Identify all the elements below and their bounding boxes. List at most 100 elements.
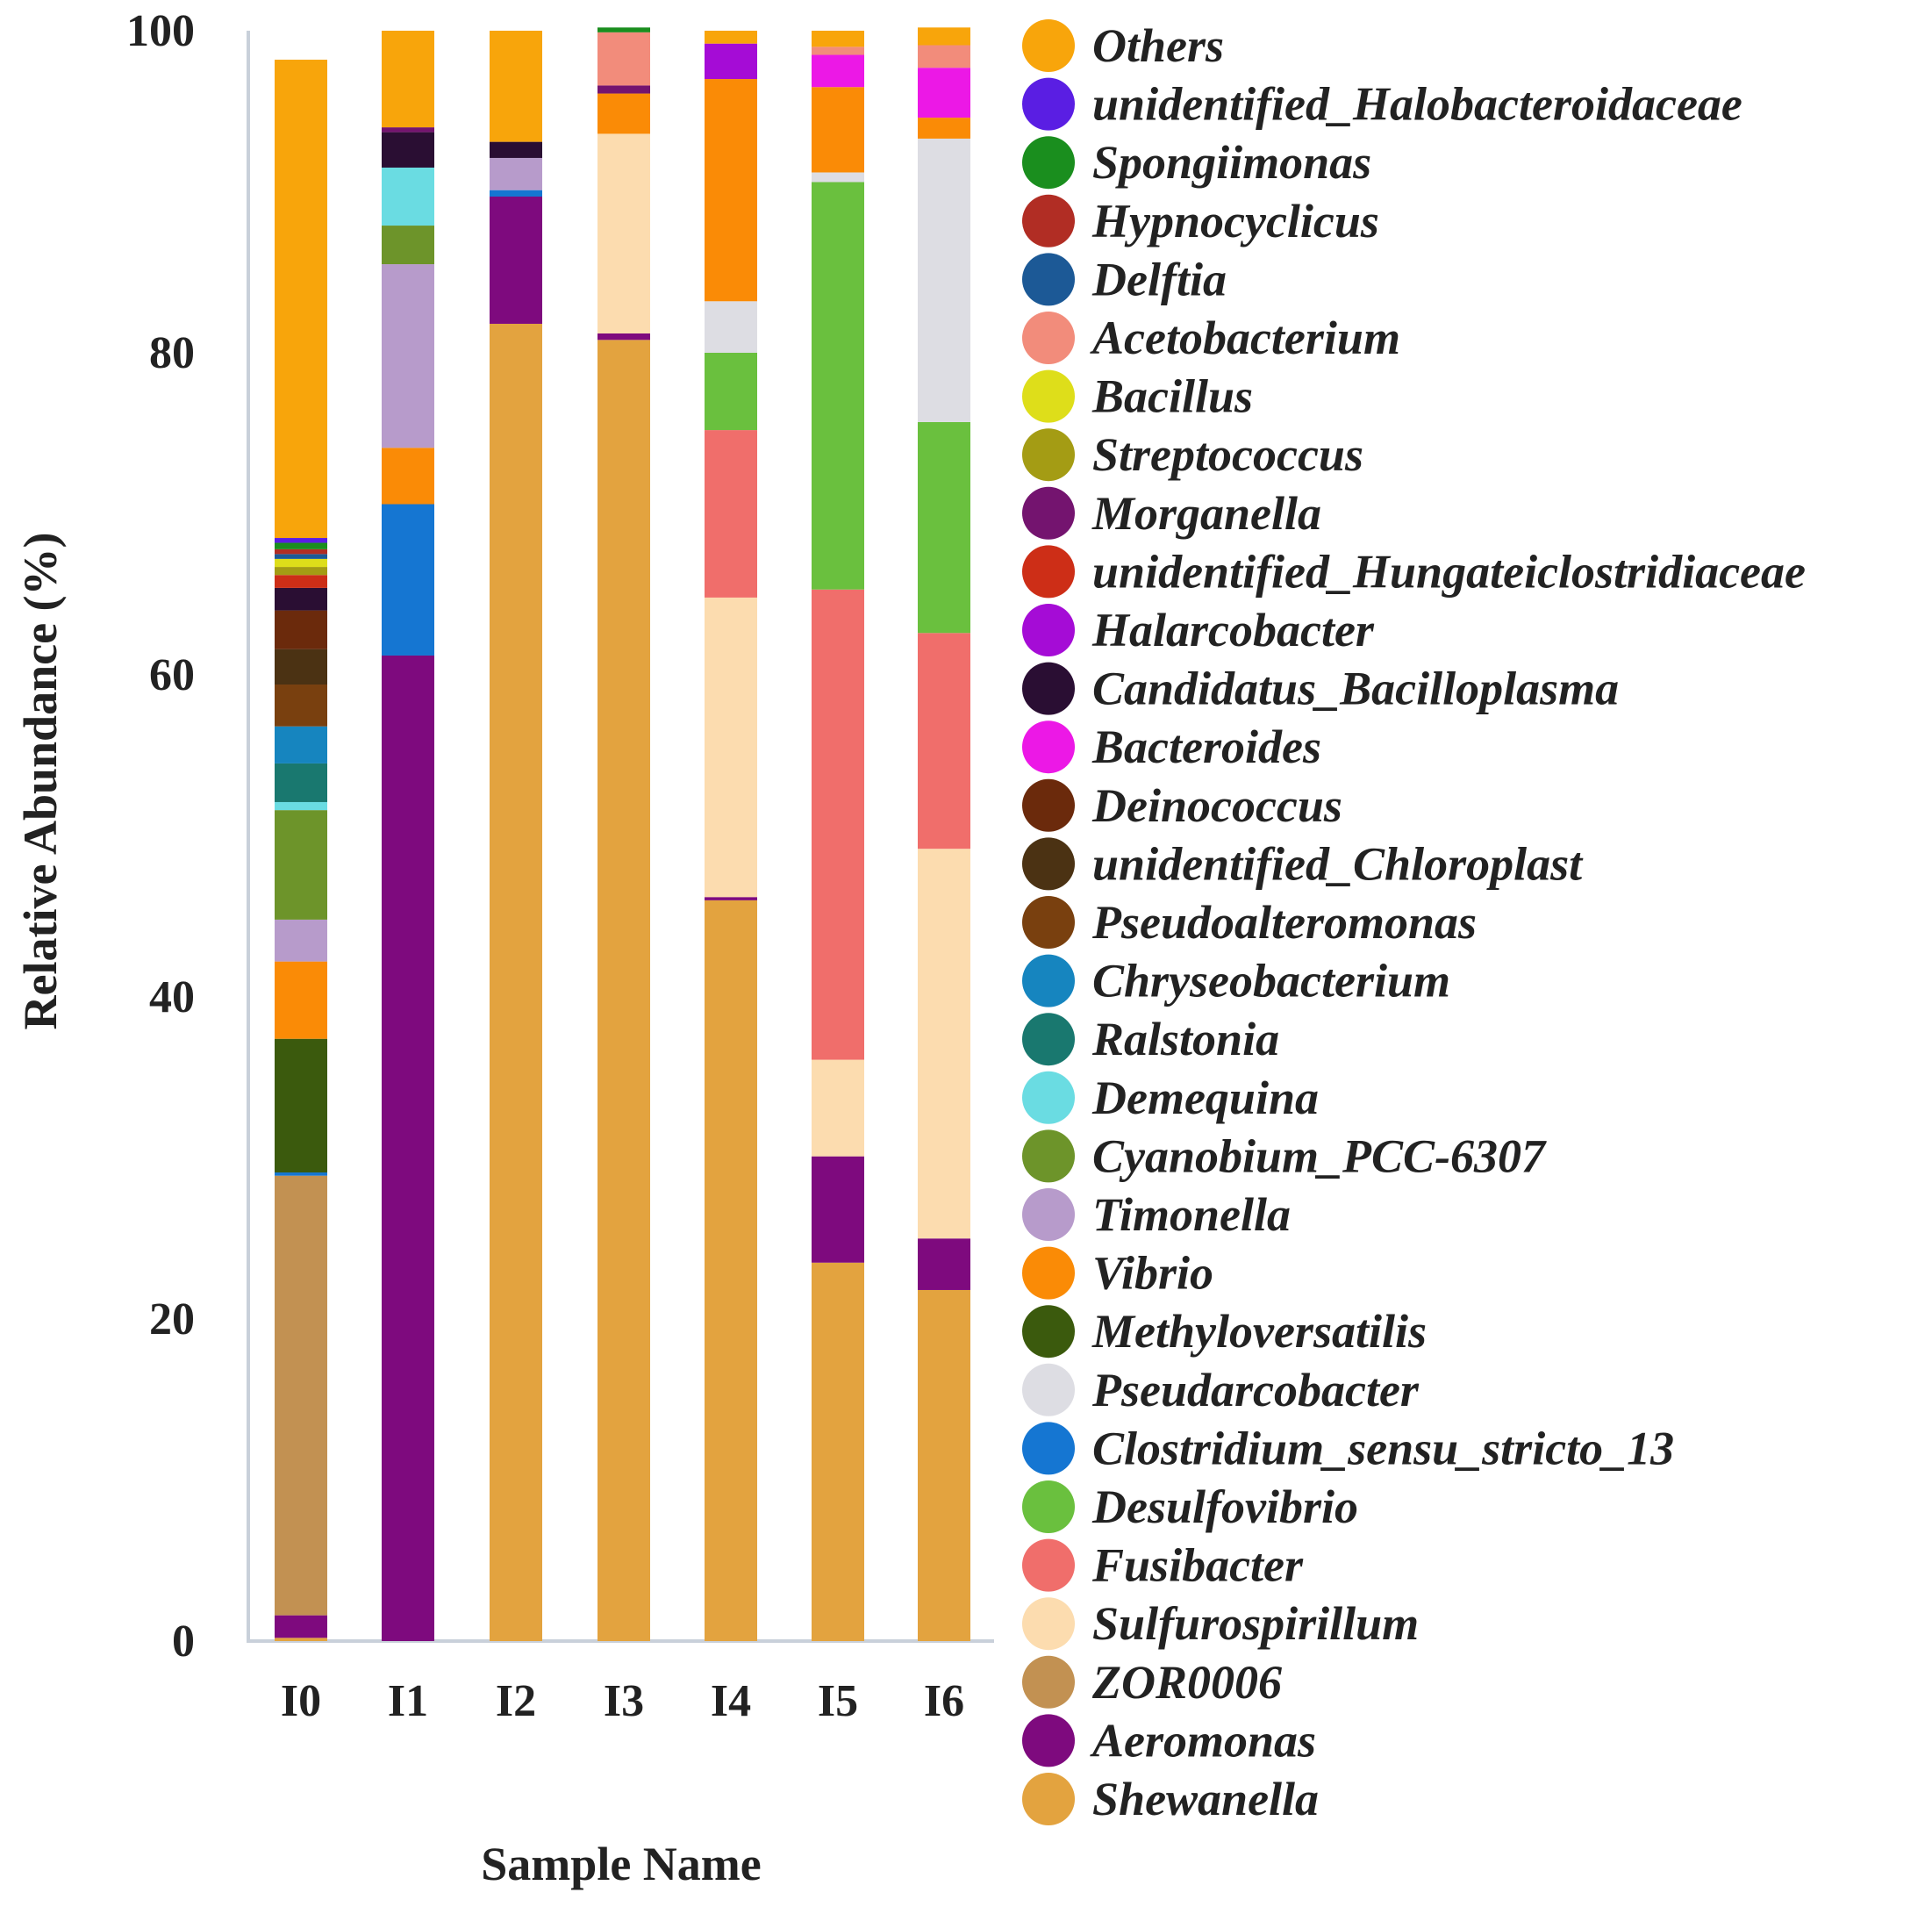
bar-segment-I3-acetobacterium [597, 32, 650, 86]
bar-segment-I1-others [382, 31, 434, 128]
bar-segment-I6-fusibacter [918, 633, 970, 849]
legend-swatch [1022, 1714, 1075, 1767]
bar-segment-I6-sulfurospirillum [918, 849, 970, 1239]
legend-swatch [1022, 312, 1075, 364]
bar-segment-I1-cyanobium-pcc-6307 [382, 226, 434, 265]
legend-swatch [1022, 1422, 1075, 1475]
legend-label: Demequina [1091, 1072, 1319, 1124]
bar-segment-I1-clostridium-sensu-stricto-13 [382, 504, 434, 656]
bar-segment-I5-desulfovibrio [812, 182, 864, 590]
bar-segment-I6-pseudarcobacter [918, 138, 970, 422]
legend-item-streptococcus: Streptococcus [1022, 428, 1363, 482]
bar-segment-I6-acetobacterium [918, 45, 970, 68]
legend-swatch [1022, 1305, 1075, 1358]
legend-swatch [1022, 253, 1075, 306]
legend-swatch [1022, 77, 1075, 131]
legend-swatch [1022, 1480, 1075, 1533]
legend-swatch [1022, 1188, 1075, 1241]
legend-swatch [1022, 136, 1075, 190]
legend-item-bacillus: Bacillus [1022, 369, 1253, 423]
legend-item-ralstonia: Ralstonia [1022, 1013, 1279, 1066]
legend-item-aeromonas: Aeromonas [1022, 1714, 1316, 1767]
x-tick-label: I2 [496, 1676, 536, 1726]
bar-segment-I5-pseudarcobacter [812, 172, 864, 183]
legend-item-clostridium-sensu-stricto-13: Clostridium_sensu_stricto_13 [1022, 1422, 1674, 1475]
y-tick-label: 0 [172, 1617, 195, 1667]
legend-item-zor0006: ZOR0006 [1022, 1655, 1282, 1709]
legend-swatch [1022, 720, 1075, 774]
legend-label: Others [1092, 19, 1224, 72]
legend-label: Aeromonas [1090, 1714, 1316, 1767]
legend-item-timonella: Timonella [1022, 1188, 1291, 1241]
legend-item-bacteroides: Bacteroides [1022, 720, 1321, 774]
legend-swatch [1022, 837, 1075, 891]
legend-item-acetobacterium: Acetobacterium [1022, 312, 1400, 364]
legend: Others unidentified_HalobacteroidaceaeSpo… [1022, 19, 1806, 1825]
legend-label: Candidatus_Bacilloplasma [1092, 663, 1619, 715]
legend-swatch [1022, 1129, 1075, 1183]
legend-swatch [1022, 1363, 1075, 1416]
legend-item-pseudarcobacter: Pseudarcobacter [1022, 1363, 1420, 1416]
legend-swatch [1022, 1538, 1075, 1592]
legend-label: Shewanella [1092, 1773, 1319, 1825]
legend-label: Timonella [1092, 1188, 1291, 1241]
y-tick-label: 100 [126, 6, 195, 56]
bar-segment-I2-others [490, 31, 542, 142]
legend-label: Bacteroides [1091, 720, 1321, 773]
bar-segment-I3-vibrio [597, 93, 650, 134]
legend-item-methyloversatilis: Methyloversatilis [1022, 1305, 1427, 1358]
y-axis-title: Relative Abundance (%) [14, 533, 67, 1030]
bar-segment-I4-others [705, 31, 757, 44]
bar-segment-I0-others [275, 60, 327, 539]
legend-item-desulfovibrio: Desulfovibrio [1022, 1480, 1358, 1533]
bar-segment-I5-vibrio [812, 87, 864, 173]
bar-segment-I6-aeromonas [918, 1238, 970, 1290]
legend-swatch [1022, 896, 1075, 949]
bars-group [275, 27, 970, 1642]
legend-item-deinococcus: Deinococcus [1022, 778, 1342, 832]
bar-segment-I6-shewanella [918, 1289, 970, 1641]
legend-item-fusibacter: Fusibacter [1022, 1538, 1304, 1592]
legend-item-unidentified-halobacteroidaceae: unidentified_Halobacteroidaceae [1022, 77, 1742, 131]
bar-segment-I0-methyloversatilis [275, 1038, 327, 1173]
bar-segment-I0-spongiimonas [275, 542, 327, 549]
legend-item-vibrio: Vibrio [1022, 1246, 1213, 1300]
legend-swatch [1022, 1013, 1075, 1066]
legend-label: Chryseobacterium [1092, 955, 1450, 1007]
legend-item-candidatus-bacilloplasma: Candidatus_Bacilloplasma [1022, 662, 1619, 715]
legend-label: Sulfurospirillum [1092, 1597, 1419, 1650]
legend-label: Pseudarcobacter [1091, 1364, 1420, 1416]
bar-segment-I0-bacillus [275, 558, 327, 568]
bar-segment-I0-zor0006 [275, 1175, 327, 1616]
legend-swatch [1022, 778, 1075, 832]
bar-segment-I0-unidentified-hungateiclostridiaceae [275, 575, 327, 588]
bar-segment-I0-unidentified-halobacteroidaceae [275, 538, 327, 543]
bar-segment-I0-candidatus-bacilloplasma [275, 587, 327, 611]
legend-label: Deinococcus [1091, 779, 1342, 832]
legend-item-morganella: Morganella [1022, 486, 1321, 540]
legend-swatch [1022, 1655, 1075, 1709]
legend-label: Acetobacterium [1090, 312, 1400, 364]
legend-swatch [1022, 545, 1075, 599]
legend-label: Desulfovibrio [1091, 1480, 1358, 1533]
legend-item-shewanella: Shewanella [1022, 1773, 1319, 1825]
bar-segment-I0-timonella [275, 919, 327, 962]
bar-segment-I1-morganella [382, 127, 434, 133]
bar-segment-I1-demequina [382, 167, 434, 226]
x-tick-label: I5 [818, 1676, 858, 1726]
y-tick-label: 80 [149, 328, 195, 378]
y-tick-label: 40 [149, 972, 195, 1022]
bar-segment-I2-clostridium-sensu-stricto-13 [490, 190, 542, 197]
bar-segment-I6-others [918, 27, 970, 46]
bar-segment-I4-pseudarcobacter [705, 301, 757, 353]
bar-segment-I3-spongiimonas [597, 27, 650, 32]
legend-label: ZOR0006 [1091, 1656, 1282, 1709]
bar-segment-I0-cyanobium-pcc-6307 [275, 810, 327, 920]
legend-item-sulfurospirillum: Sulfurospirillum [1022, 1597, 1419, 1651]
bar-segment-I3-morganella [597, 85, 650, 94]
legend-label: Delftia [1091, 253, 1227, 305]
legend-label: Streptococcus [1092, 428, 1363, 481]
plot-area [247, 27, 994, 1643]
bar-segment-I0-demequina [275, 801, 327, 811]
x-tick-label: I6 [924, 1676, 964, 1726]
